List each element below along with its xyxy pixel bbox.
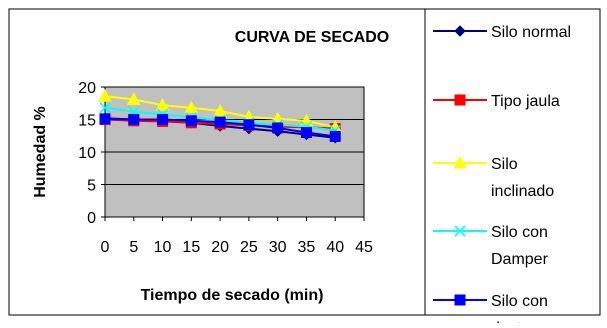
data-point <box>329 130 341 142</box>
y-tick-label: 20 <box>78 80 96 97</box>
legend-label: Silo conductos <box>491 293 548 323</box>
data-point <box>184 100 199 114</box>
data-point <box>98 89 112 102</box>
x-tick-label: 20 <box>211 239 229 256</box>
x-tick-label: 15 <box>182 239 200 256</box>
data-point-stroke <box>99 102 111 114</box>
x-axis-label: Tiempo de secado (min) <box>141 287 324 304</box>
x-tick-label: 35 <box>298 239 316 256</box>
y-tick-label: 15 <box>78 113 96 130</box>
x-tick-label: 10 <box>154 239 172 256</box>
data-point <box>454 94 466 106</box>
legend-label: Silo con Damper <box>491 224 549 268</box>
data-point <box>128 114 140 125</box>
x-tick-label: 0 <box>101 239 110 256</box>
axes: 0 5 10 15 20 0 5 10 15 20 25 30 35 40 45 <box>78 80 373 256</box>
y-tick-label: 5 <box>87 178 96 195</box>
data-point-stroke <box>454 225 466 237</box>
data-point <box>454 25 466 37</box>
legend-entry: Silo normal <box>433 24 571 41</box>
x-tick-label: 30 <box>269 239 287 256</box>
data-point <box>243 119 255 131</box>
x-tick-label: 45 <box>355 239 373 256</box>
data-point <box>99 113 111 125</box>
series-layer <box>98 89 343 144</box>
x-tick-label: 25 <box>240 239 258 256</box>
legend-label-line: Silo con <box>491 224 548 241</box>
legend-label-line: Tipo jaula <box>491 93 560 110</box>
y-tick-label: 0 <box>87 210 96 227</box>
series-4 <box>99 113 341 142</box>
data-point <box>454 294 466 306</box>
legend: Silo normal Tipo jaula Silo inclinado Silo c… <box>433 24 571 328</box>
data-point <box>155 98 170 111</box>
legend-label-line: Silo con <box>491 293 548 310</box>
data-point <box>454 225 466 237</box>
x-tick-label: 40 <box>326 239 344 256</box>
legend-entry: Silo con Damper <box>433 224 549 268</box>
data-point <box>213 104 227 117</box>
legend-label-line: Damper <box>491 251 549 268</box>
data-point <box>300 127 312 138</box>
legend-label-line: inclinado <box>491 183 554 200</box>
y-tick-label: 10 <box>78 145 96 162</box>
data-point <box>185 115 197 127</box>
legend-label-line: Silo <box>491 156 518 173</box>
data-point <box>453 155 467 169</box>
data-point <box>126 92 141 105</box>
legend-label: Tipo jaula <box>491 93 560 110</box>
legend-label-line: Silo normal <box>491 24 571 41</box>
data-point <box>214 116 226 128</box>
data-point <box>99 102 111 114</box>
data-point <box>272 122 284 134</box>
data-point <box>157 114 169 125</box>
legend-label: Silo inclinado <box>491 156 554 200</box>
legend-label: Silo normal <box>491 24 571 41</box>
chart-title: CURVA DE SECADO <box>235 29 389 46</box>
legend-entry: Tipo jaula <box>433 93 560 110</box>
y-axis-label: Humedad % <box>32 106 49 198</box>
x-tick-label: 5 <box>129 239 138 256</box>
legend-entry: Silo inclinado <box>433 155 554 200</box>
